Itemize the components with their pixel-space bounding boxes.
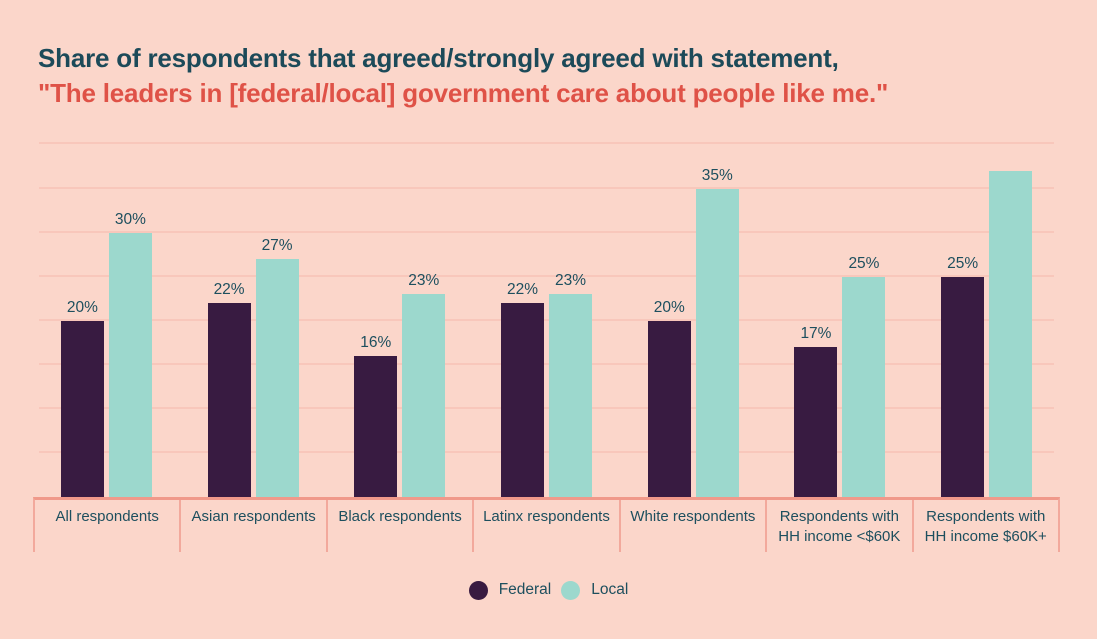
chart-title-line2: "The leaders in [federal/local] governme… xyxy=(38,78,889,108)
bar-group-5: 17% 25% xyxy=(767,255,914,497)
legend-item-federal: Federal xyxy=(468,580,552,600)
local-bar-wrap-5: 25% xyxy=(842,254,886,497)
federal-bar xyxy=(501,303,545,497)
x-axis-label: Latinx respondents xyxy=(483,508,610,525)
value-label: 23% xyxy=(408,272,440,290)
federal-bar xyxy=(354,356,398,497)
local-bar xyxy=(402,294,446,497)
x-axis-label: All respondents xyxy=(55,508,159,525)
value-label: 30% xyxy=(114,210,146,228)
local-bar-wrap-1: 27% xyxy=(255,237,299,497)
chart-title-line1: Share of respondents that agreed/strongl… xyxy=(38,43,839,73)
local-bar xyxy=(989,170,1033,497)
gridline-10 xyxy=(39,406,1054,409)
x-axis-label: Asian respondents xyxy=(191,508,316,525)
x-axis-label: Respondents with HH income <$60K xyxy=(778,508,901,546)
legend: Federal Local xyxy=(0,578,1097,602)
local-bar-wrap-0: 30% xyxy=(108,210,152,497)
bar-group-4: 20% 35% xyxy=(620,166,767,497)
local-bar xyxy=(695,188,739,497)
federal-bar xyxy=(941,276,985,497)
local-bar-wrap-6 xyxy=(989,170,1033,497)
federal-bar-wrap-0: 20% xyxy=(60,298,104,497)
local-bar xyxy=(255,259,299,497)
x-axis-category-2: Black respondents xyxy=(328,500,475,552)
gridline-15 xyxy=(39,362,1054,365)
gridline-20 xyxy=(39,318,1054,321)
legend-label: Local xyxy=(591,581,629,598)
x-axis-category-6: Respondents with HH income $60K+ xyxy=(914,500,1058,552)
federal-bar xyxy=(60,320,104,497)
value-label: 17% xyxy=(800,325,832,343)
gridline-30 xyxy=(39,230,1054,233)
legend-label: Federal xyxy=(498,581,552,598)
federal-bar-wrap-2: 16% xyxy=(354,334,398,497)
bar-group-3: 22% 23% xyxy=(473,272,620,497)
gridline-35 xyxy=(39,186,1054,189)
x-axis-category-0: All respondents xyxy=(35,500,182,552)
value-label: 25% xyxy=(947,254,979,272)
gridline-40 xyxy=(39,142,1054,145)
x-axis-category-1: Asian respondents xyxy=(181,500,328,552)
local-bar xyxy=(842,276,886,497)
bar-group-0: 20% 30% xyxy=(33,211,180,497)
gridline-5 xyxy=(39,450,1054,453)
x-axis-category-5: Respondents with HH income <$60K xyxy=(767,500,914,552)
legend-dot-icon xyxy=(561,580,581,600)
gridlines xyxy=(33,140,1060,497)
legend-dot-icon xyxy=(468,580,488,600)
x-axis-label: Respondents with HH income $60K+ xyxy=(924,508,1047,546)
federal-bar-wrap-4: 20% xyxy=(647,298,691,497)
local-bar-wrap-3: 23% xyxy=(549,272,593,497)
federal-bar xyxy=(794,347,838,497)
local-bar-wrap-2: 23% xyxy=(402,272,446,497)
bar-group-6: 25% xyxy=(913,170,1060,497)
value-label: 22% xyxy=(507,281,539,299)
x-axis-category-3: Latinx respondents xyxy=(474,500,621,552)
value-label: 16% xyxy=(360,334,392,351)
value-label: 27% xyxy=(261,237,293,254)
federal-bar xyxy=(647,320,691,497)
federal-bar-wrap-5: 17% xyxy=(794,325,838,497)
value-label: 20% xyxy=(653,298,685,316)
bar-group-2: 16% 23% xyxy=(326,272,473,497)
bar-group-1: 22% 27% xyxy=(180,237,327,497)
legend-item-local: Local xyxy=(561,580,629,600)
value-label: 25% xyxy=(848,254,880,272)
federal-bar-wrap-3: 22% xyxy=(501,281,545,497)
value-label: 35% xyxy=(701,166,733,184)
x-axis-category-4: White respondents xyxy=(621,500,768,552)
chart-title: Share of respondents that agreed/strongl… xyxy=(38,41,888,111)
plot-area: 20% 30% 22% 27% 16% 23% 22% 23% 20% 35% 17% 25% 25% xyxy=(33,140,1060,497)
x-axis-band: All respondents Asian respondents Black re… xyxy=(33,497,1060,552)
local-bar xyxy=(108,232,152,497)
federal-bar-wrap-1: 22% xyxy=(207,281,251,497)
bar-groups: 20% 30% 22% 27% 16% 23% 22% 23% 20% 35% 17% 25% 25% xyxy=(33,140,1060,497)
value-label: 22% xyxy=(213,281,245,299)
local-bar-wrap-4: 35% xyxy=(695,166,739,497)
value-label: 23% xyxy=(555,272,587,290)
x-axis-label: Black respondents xyxy=(338,508,462,525)
gridline-25 xyxy=(39,274,1054,277)
x-axis-label: White respondents xyxy=(630,508,756,525)
federal-bar xyxy=(207,303,251,497)
value-label: 20% xyxy=(66,298,98,316)
federal-bar-wrap-6: 25% xyxy=(941,254,985,497)
local-bar xyxy=(549,294,593,497)
